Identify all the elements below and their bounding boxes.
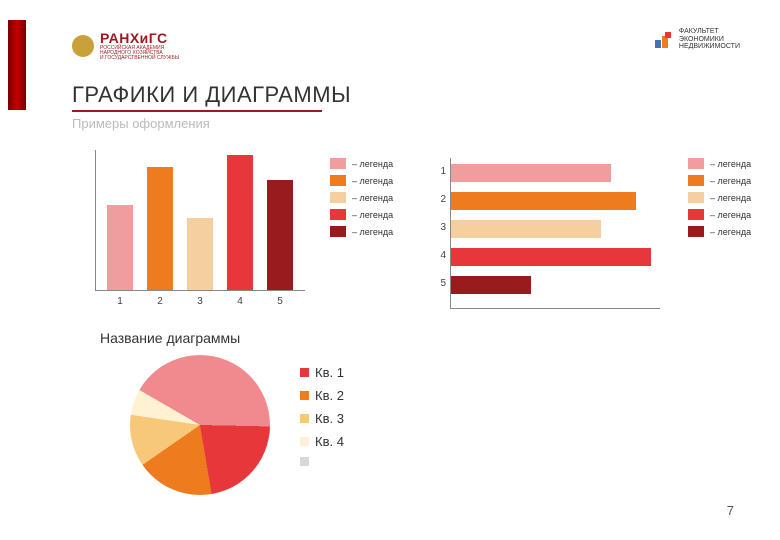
faculty-line1: ФАКУЛЬТЕТ [679,28,740,36]
vbar-label-4: 4 [227,296,253,307]
vbar-y-axis [95,150,96,290]
vbar-label-2: 2 [147,296,173,307]
vlegend-label-3: – легенда [352,193,393,203]
horizontal-bar-chart: 12345 [450,158,670,318]
faculty-line3: НЕДВИЖИМОСТИ [679,43,740,51]
page-title: ГРАФИКИ И ДИАГРАММЫ [72,82,351,108]
hlegend-label-1: – легенда [710,159,751,169]
pie-legend-row-2: Кв. 2 [300,388,344,403]
vlegend-row-5: – легенда [330,226,393,237]
pie-legend-label-2: Кв. 2 [315,388,344,403]
vertical-bar-chart: 1 2 3 4 5 [95,150,315,305]
vbar-3 [187,218,213,290]
org-sub3: И ГОСУДАРСТВЕННОЙ СЛУЖБЫ [100,56,179,61]
pie-legend-label-4: Кв. 4 [315,434,344,449]
vbar-5 [267,180,293,290]
hbar-label-5: 5 [434,278,446,289]
hlegend-swatch-2 [688,175,704,186]
vbar-x-axis [95,290,305,291]
pie-legend-row-4: Кв. 4 [300,434,344,449]
pie-legend-label-3: Кв. 3 [315,411,344,426]
title-underline [72,110,322,112]
emblem-icon [72,35,94,57]
pie-legend-row-1: Кв. 1 [300,365,344,380]
page-subtitle: Примеры оформления [72,116,210,131]
vlegend-row-4: – легенда [330,209,393,220]
hbar-1 [451,164,611,182]
hlegend-label-2: – легенда [710,176,751,186]
pie-legend-swatch-5 [300,457,309,466]
pie-chart [130,355,270,495]
hlegend-swatch-3 [688,192,704,203]
pie-title: Название диаграммы [100,330,240,346]
org-name: РАНХиГС [100,30,179,46]
vbar-2 [147,167,173,290]
vlegend-swatch-4 [330,209,346,220]
vlegend-row-3: – легенда [330,192,393,203]
vlegend-swatch-2 [330,175,346,186]
hbar-label-2: 2 [434,194,446,205]
hlegend-swatch-1 [688,158,704,169]
vlegend-row-1: – легенда [330,158,393,169]
hlegend-label-3: – легенда [710,193,751,203]
hbar-label-1: 1 [434,166,446,177]
hbar-x-axis [450,308,660,309]
hlegend-row-2: – легенда [688,175,751,186]
pie-legend-row-5 [300,457,344,466]
vlegend-label-1: – легенда [352,159,393,169]
hlegend-row-5: – легенда [688,226,751,237]
vlegend-swatch-3 [330,192,346,203]
hlegend-row-1: – легенда [688,158,751,169]
vbar-legend: – легенда – легенда – легенда – легенда – ле… [330,158,393,243]
hlegend-label-4: – легенда [710,210,751,220]
pie-legend-swatch-4 [300,437,309,446]
org-logo: РАНХиГС РОССИЙСКАЯ АКАДЕМИЯ НАРОДНОГО ХО… [72,30,179,61]
faculty-icon [653,30,673,50]
vlegend-swatch-5 [330,226,346,237]
faculty-logo: ФАКУЛЬТЕТ ЭКОНОМИКИ НЕДВИЖИМОСТИ [653,28,740,51]
hbar-4 [451,248,651,266]
hbar-5 [451,276,531,294]
pie-legend-swatch-3 [300,414,309,423]
hbar-2 [451,192,636,210]
hbar-legend: – легенда – легенда – легенда – легенда – ле… [688,158,751,243]
hlegend-row-4: – легенда [688,209,751,220]
vbar-label-1: 1 [107,296,133,307]
hlegend-swatch-5 [688,226,704,237]
hlegend-swatch-4 [688,209,704,220]
pie-legend-row-3: Кв. 3 [300,411,344,426]
hbar-3 [451,220,601,238]
pie-legend-label-1: Кв. 1 [315,365,344,380]
vlegend-label-4: – легенда [352,210,393,220]
vbar-1 [107,205,133,290]
pie-legend-swatch-2 [300,391,309,400]
hlegend-row-3: – легенда [688,192,751,203]
hbar-label-4: 4 [434,250,446,261]
vbar-label-3: 3 [187,296,213,307]
hbar-label-3: 3 [434,222,446,233]
hlegend-label-5: – легенда [710,227,751,237]
vlegend-swatch-1 [330,158,346,169]
pie-legend: Кв. 1 Кв. 2 Кв. 3 Кв. 4 [300,365,344,474]
accent-tab [8,20,26,110]
vbar-label-5: 5 [267,296,293,307]
pie-legend-swatch-1 [300,368,309,377]
vlegend-row-2: – легенда [330,175,393,186]
vbar-4 [227,155,253,290]
vlegend-label-5: – легенда [352,227,393,237]
faculty-line2: ЭКОНОМИКИ [679,36,740,44]
vlegend-label-2: – легенда [352,176,393,186]
page-number: 7 [727,503,734,518]
